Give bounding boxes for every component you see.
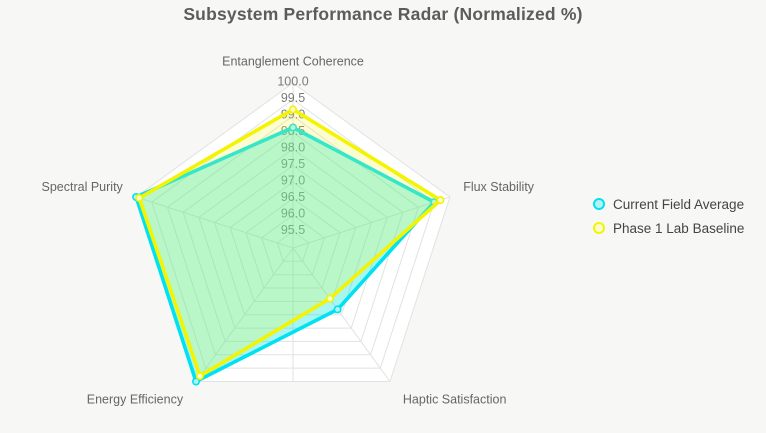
radar-spoke-energy-efficiency bbox=[195, 247, 294, 382]
legend-item-current-field-average[interactable]: Current Field Average bbox=[593, 192, 744, 216]
radial-tick-label: 97.5 bbox=[281, 157, 305, 171]
axis-label-haptic-satisfaction: Haptic Satisfaction bbox=[403, 393, 507, 407]
legend-label: Current Field Average bbox=[613, 196, 745, 212]
data-point-marker-phase-1-lab-baseline-spectral-purity[interactable] bbox=[135, 194, 144, 203]
legend-label: Phase 1 Lab Baseline bbox=[613, 220, 745, 236]
series-polygon-phase-1-lab-baseline bbox=[137, 107, 443, 378]
chart-title: Subsystem Performance Radar (Normalized … bbox=[183, 4, 583, 24]
data-point-marker-current-field-average-haptic-satisfaction[interactable] bbox=[333, 305, 342, 314]
legend-marker-icon bbox=[593, 222, 605, 234]
legend-item-phase-1-lab-baseline[interactable]: Phase 1 Lab Baseline bbox=[593, 216, 744, 240]
axis-label-energy-efficiency: Energy Efficiency bbox=[87, 393, 184, 407]
radial-tick-label: 100.0 bbox=[277, 74, 308, 88]
axis-label-flux-stability: Flux Stability bbox=[463, 180, 535, 194]
radar-spoke-haptic-satisfaction bbox=[292, 247, 391, 382]
radial-tick-label: 96.0 bbox=[281, 206, 305, 220]
series-phase-1-lab-baseline bbox=[135, 105, 445, 381]
radial-tick-label: 98.0 bbox=[281, 140, 305, 154]
radar-spoke-spectral-purity bbox=[135, 196, 294, 249]
radial-tick-label: 97.0 bbox=[281, 173, 305, 187]
data-point-marker-current-field-average-energy-efficiency[interactable] bbox=[192, 377, 201, 386]
radial-tick-label: 95.5 bbox=[281, 223, 305, 237]
radial-tick-label: 96.5 bbox=[281, 190, 305, 204]
radar-spoke-flux-stability bbox=[292, 196, 451, 249]
data-point-marker-current-field-average-entanglement-coherence[interactable] bbox=[288, 123, 297, 132]
legend: Current Field Average Phase 1 Lab Baselin… bbox=[593, 192, 744, 240]
radial-tick-label: 99.5 bbox=[281, 91, 305, 105]
legend-marker-icon bbox=[593, 198, 605, 210]
data-point-marker-phase-1-lab-baseline-flux-stability[interactable] bbox=[436, 196, 445, 205]
axis-label-entanglement-coherence: Entanglement Coherence bbox=[222, 54, 364, 68]
data-point-marker-phase-1-lab-baseline-haptic-satisfaction[interactable] bbox=[325, 294, 334, 303]
data-point-marker-phase-1-lab-baseline-entanglement-coherence[interactable] bbox=[288, 105, 297, 114]
axis-label-spectral-purity: Spectral Purity bbox=[42, 180, 124, 194]
data-point-marker-phase-1-lab-baseline-energy-efficiency[interactable] bbox=[195, 372, 204, 381]
